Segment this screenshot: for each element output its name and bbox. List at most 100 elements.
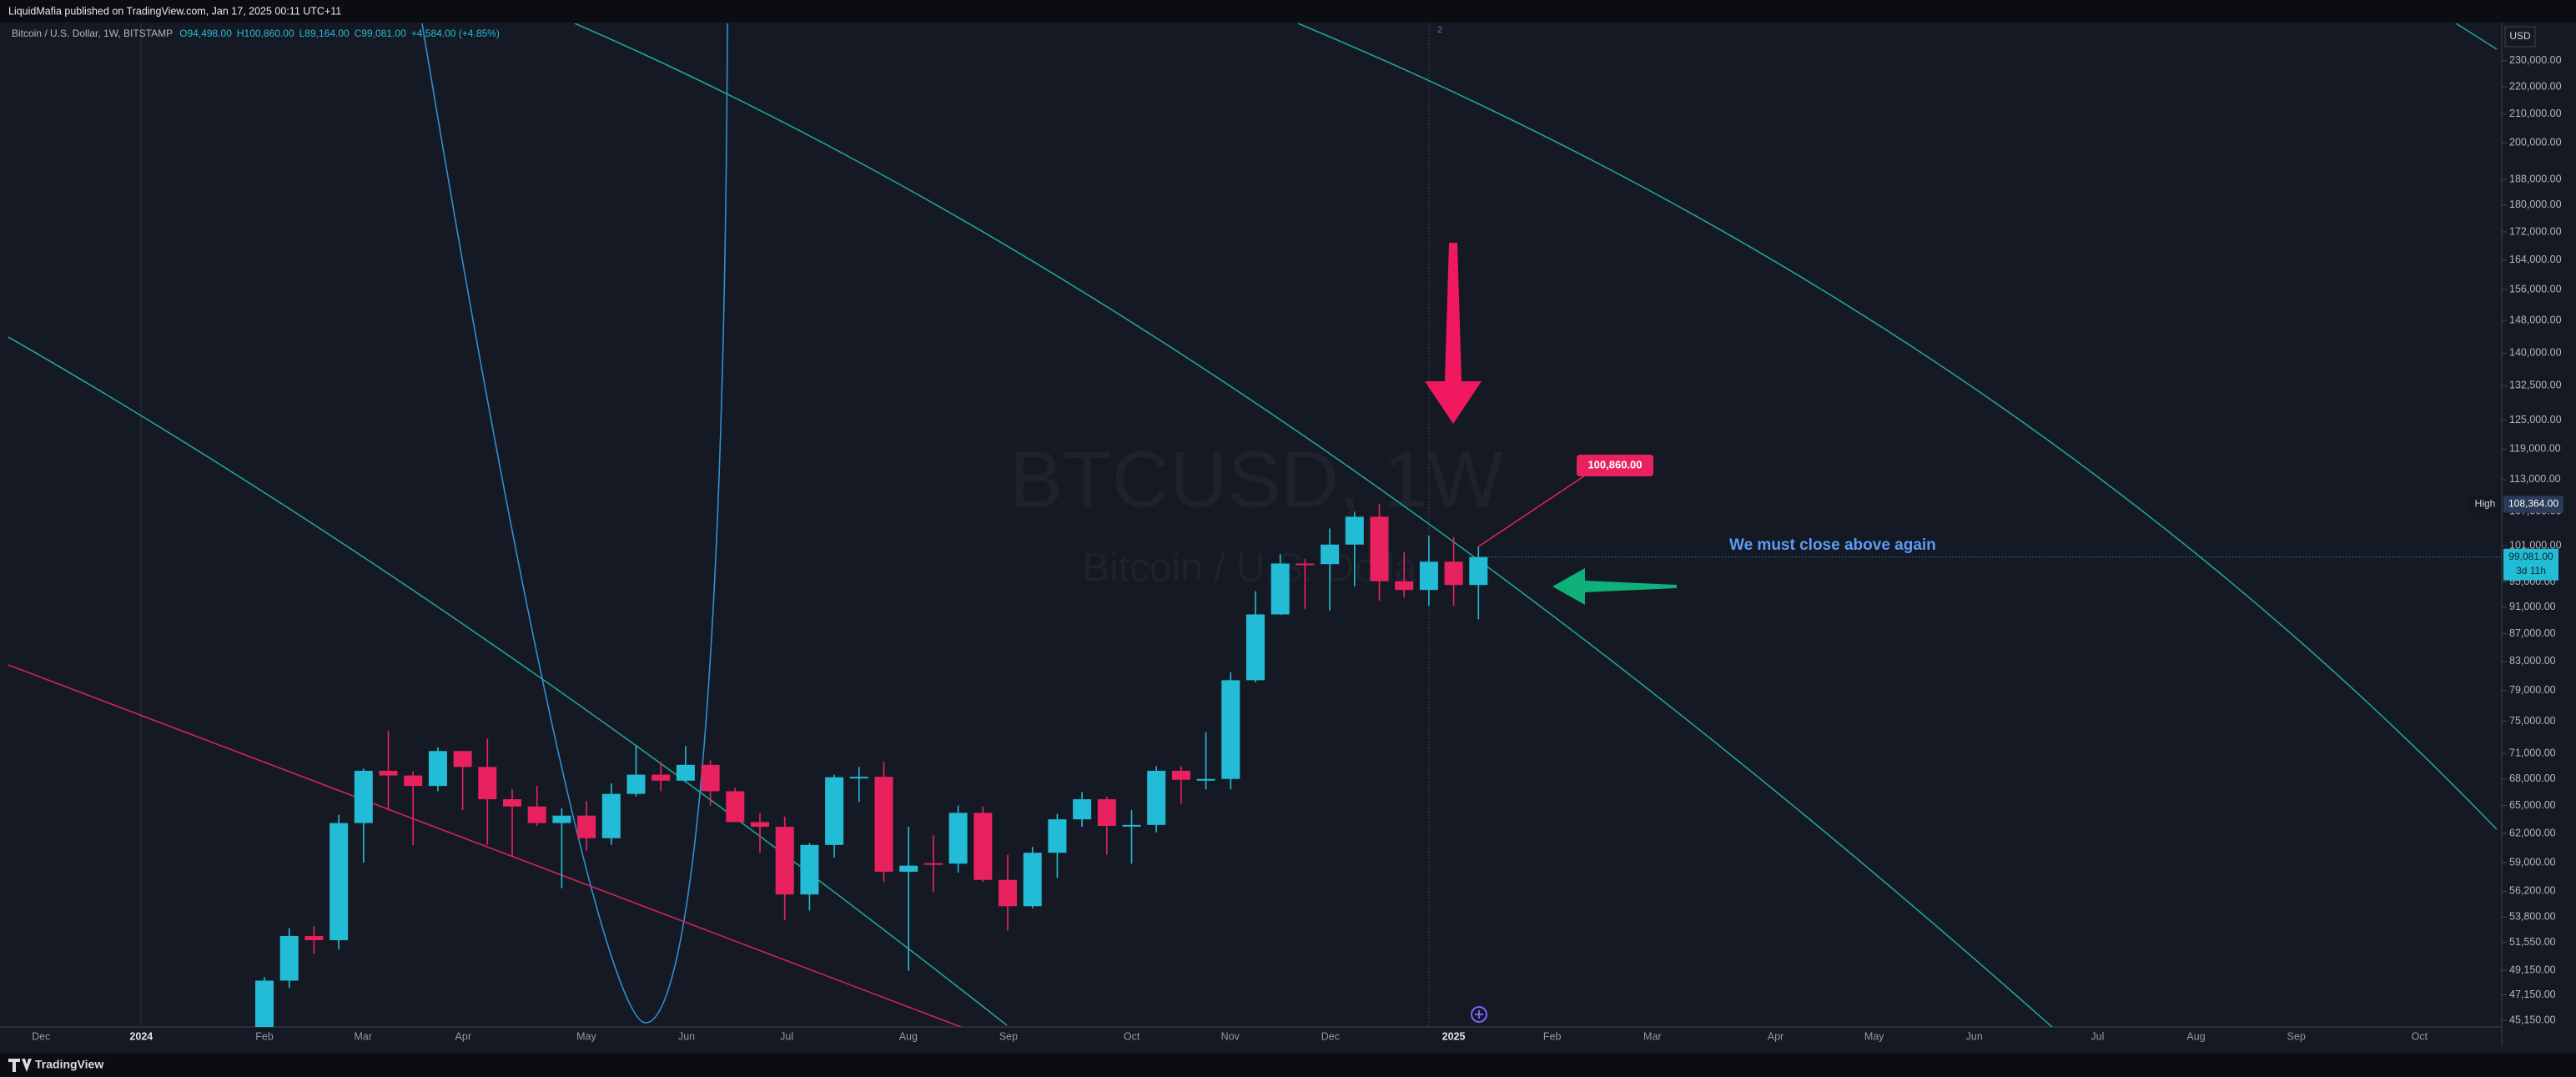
candle-body [849,777,868,779]
candle-body [1444,561,1463,586]
y-tick-label: 230,000.00 [2509,54,2562,66]
candle-body [899,865,918,872]
trend-curve [574,23,2054,1027]
candle-body [1122,824,1141,827]
y-tick-label: 119,000.00 [2509,443,2561,455]
x-tick-label: 2024 [129,1030,153,1042]
candle-body [527,806,546,823]
left-arrow [1552,568,1677,605]
y-tick-label: 180,000.00 [2509,199,2562,210]
candle-body [652,774,671,781]
parabola [421,23,728,1024]
x-tick-label: Jul [2090,1030,2104,1042]
candle-body [577,815,596,838]
last-price-value: 99,081.00 [2508,551,2553,562]
candle-body [726,791,745,823]
candle-body [1419,561,1438,591]
x-tick-label: May [1864,1030,1884,1042]
high-box [2503,496,2563,513]
y-tick-label: 71,000.00 [2509,747,2556,759]
y-tick-label: 51,550.00 [2509,936,2556,948]
y-tick-label: 45,150.00 [2509,1014,2556,1025]
currency: USD [2509,30,2531,42]
candle-body [304,935,324,940]
x-tick-label: Dec [1321,1030,1340,1042]
y-tick-label: 49,150.00 [2509,964,2556,975]
candle-body [478,767,497,800]
add-icon-plus[interactable] [1475,1010,1483,1019]
candle-body [1147,770,1166,825]
high-label: High [2475,498,2496,510]
x-tick-label: Feb [255,1030,274,1042]
y-tick-label: 113,000.00 [2509,473,2561,485]
candle-body [825,777,844,845]
brand: TradingView [35,1058,103,1071]
legend-open: O94,498.00 [179,28,232,39]
publisher: LiquidMafia published on TradingView.com… [8,5,341,17]
y-tick-label: 68,000.00 [2509,773,2556,784]
callout-box [1577,455,1653,476]
legend-close: C99,081.00 [355,28,406,39]
candles [255,504,1488,1027]
x-tick-label: Aug [899,1030,918,1042]
x-tick-label: Feb [1543,1030,1562,1042]
x-tick-label: Dec [32,1030,50,1042]
y-tick-label: 87,000.00 [2509,627,2556,639]
currency-box [2504,26,2536,48]
candle-body [330,823,349,940]
y-tick-label: 56,200.00 [2509,885,2556,897]
candle-body [552,815,571,823]
y-tick-label: 75,000.00 [2509,715,2556,727]
x-tick-label: Oct [2412,1030,2428,1042]
candle-body [676,764,695,781]
y-tick-label: 148,000.00 [2509,314,2562,325]
trend-curve [8,336,1008,1026]
candle-body [1048,819,1067,853]
candle-body [974,813,993,880]
add-icon[interactable] [1471,1006,1487,1023]
y-tick-label: 140,000.00 [2509,347,2562,359]
tv-logo [8,1059,32,1072]
y-tick-label: 47,150.00 [2509,989,2556,1000]
callout-line [1477,475,1586,547]
x-tick-label: Aug [2186,1030,2205,1042]
candle-body [1395,581,1414,591]
candle-body [1097,799,1116,826]
legend-high: H100,860.00 [237,28,294,39]
candle-body [255,980,274,1027]
candle-body [1270,563,1290,615]
x-tick-label: Nov [1221,1030,1240,1042]
watermark-title: BTCUSD, 1W [1009,435,1503,524]
candle-body [1469,556,1488,586]
candle-body [1171,770,1190,780]
legend-change: +4,584.00 (+4.85%) [411,28,500,39]
candle-body [800,844,819,895]
high-value: 108,364.00 [2508,498,2558,510]
y-tick-label: 188,000.00 [2509,173,2562,184]
y-tick-label: 132,500.00 [2509,380,2562,391]
y-tick-label: 83,000.00 [2509,655,2556,667]
y-tick-label: 65,000.00 [2509,799,2556,811]
trend-line [8,664,962,1027]
candle-body [453,751,472,767]
x-tick-label: Jun [678,1030,695,1042]
candle-body [1345,516,1364,545]
cursor-label: 2 [1437,25,1442,35]
y-tick-label: 200,000.00 [2509,137,2562,148]
candle-body [1023,853,1042,907]
candle-body [428,751,447,787]
candle-body [999,879,1017,907]
y-tick-label: 62,000.00 [2509,827,2556,838]
candle-body [404,775,423,787]
down-arrow [1425,243,1482,424]
drawings [8,23,2498,1027]
candle-body [1370,516,1389,581]
legend-low: L89,164.00 [299,28,350,39]
candle-body [279,935,299,981]
x-tick-label: Mar [1643,1030,1662,1042]
y-tick-label: 164,000.00 [2509,254,2562,265]
x-tick-label: Jul [780,1030,793,1042]
x-tick-label: Sep [2287,1030,2306,1042]
